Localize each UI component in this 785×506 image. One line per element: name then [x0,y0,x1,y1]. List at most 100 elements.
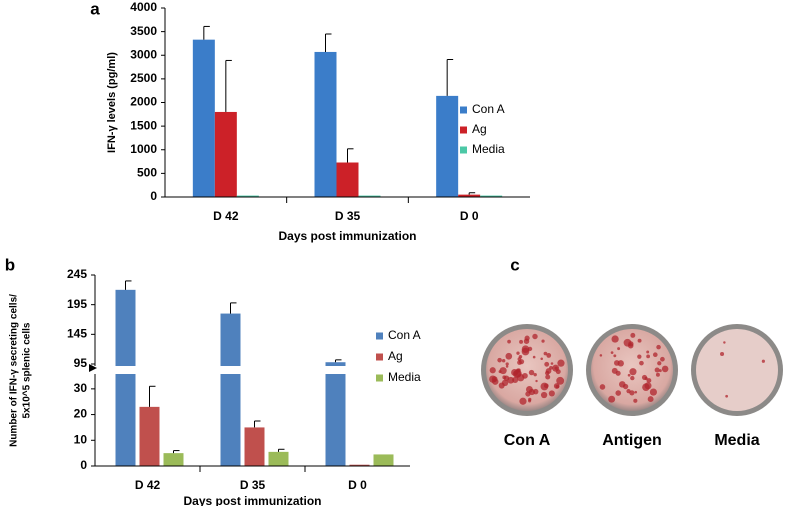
y-tick-label: 0 [150,189,157,203]
bar [480,195,503,197]
y-tick-label: 500 [137,166,157,180]
spot [532,355,536,359]
bar [192,39,215,197]
spot [550,362,554,365]
spot [656,344,661,350]
spot [615,370,621,376]
bar [436,95,459,197]
bar [220,313,241,466]
spot [524,335,530,341]
spot [723,341,726,344]
spot [646,378,652,383]
bar [336,162,359,197]
spot [528,369,535,376]
spot [501,358,506,363]
spot [535,379,538,383]
spot [657,361,662,366]
well-label: Con A [504,432,551,449]
spot [611,335,619,343]
axis-break-mark [89,364,97,372]
bar [325,362,346,466]
legend-label: Ag [472,122,487,136]
panel-label: c [510,255,519,274]
spot [639,360,644,366]
legend-swatch [376,374,383,382]
spot [522,372,528,379]
spot [543,351,548,356]
bar [244,427,265,466]
spot [617,347,621,351]
spots [489,332,765,405]
legend-swatch [460,106,467,114]
well-label: Antigen [602,432,662,449]
y-tick-label: 2500 [130,71,157,85]
x-tick-label: D 0 [348,478,367,492]
spot [501,379,509,387]
well [486,329,568,411]
spot [626,388,631,394]
y-axis-label: IFN-γ levels (pg/ml) [106,52,118,153]
spot [557,359,565,367]
bar [268,451,289,466]
bar [458,194,481,197]
bar [314,51,337,197]
y-tick-label: 1000 [130,142,157,156]
spot [512,376,519,383]
spot [627,373,631,377]
bar [349,464,370,466]
bar [373,454,394,466]
spot [637,338,642,343]
spot [615,390,622,396]
spot [630,332,636,338]
y-tick-label: 195 [67,297,87,311]
y-tick-label: 30 [74,381,88,395]
spot [545,368,552,374]
spot [528,399,532,403]
spot [556,376,565,385]
x-axis-label: Days post immunization [278,229,416,243]
legend-swatch [376,332,383,340]
y-axis-label: Number of IFN-γ secreting cells/ [9,294,20,447]
y-tick-label: 245 [67,267,87,281]
y-tick-label: 10 [74,432,88,446]
spot [516,351,520,355]
y-tick-label: 20 [74,407,88,421]
y-tick-label: 145 [67,327,87,341]
legend-label: Con A [472,102,505,116]
spot [507,339,511,344]
x-tick-label: D 42 [135,478,161,492]
y-tick-label: 1500 [130,118,157,132]
spot [646,350,650,354]
spot [655,372,660,377]
spot [622,383,629,390]
x-tick-label: D 0 [460,209,479,223]
legend-label: Ag [388,349,403,363]
x-tick-label: D 35 [335,209,361,223]
spot [533,372,537,377]
spot [492,378,499,385]
spot [647,396,654,403]
spot [646,354,651,359]
spot [661,365,669,373]
axis-break [89,366,414,374]
bar [115,289,136,466]
spot [532,333,538,340]
x-tick-label: D 42 [213,209,239,223]
legend-swatch [460,126,467,134]
bar [139,406,160,466]
y-tick-label: 4000 [130,0,157,14]
spot [628,341,634,347]
spot [543,383,549,389]
spot [518,354,523,359]
spot [499,367,507,375]
spot [599,354,603,357]
spot [519,339,524,344]
panel-label: b [5,255,15,274]
legend-label: Media [472,142,505,156]
spot [513,369,522,378]
spot [517,360,522,365]
y-axis-label: 5x10^5 splenic cells [22,322,33,418]
spot [540,357,543,361]
spot [546,353,552,358]
spot [540,391,548,399]
